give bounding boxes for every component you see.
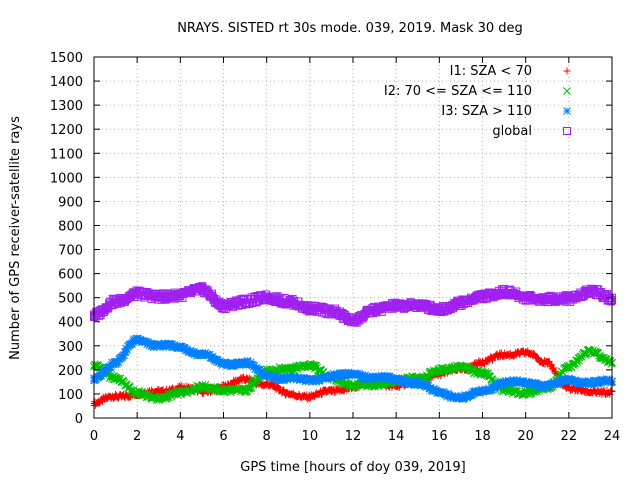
data-sample-marker (552, 377, 561, 386)
data-sample-marker (567, 375, 576, 384)
x-axis-label: GPS time [hours of doy 039, 2019] (240, 460, 465, 475)
data-sample-marker (273, 382, 281, 390)
x-tick-label: 16 (431, 429, 448, 444)
data-sample-marker (387, 374, 396, 382)
y-tick-label: 300 (58, 340, 83, 355)
y-tick-label: 0 (75, 412, 83, 427)
data-sample-marker (605, 294, 614, 303)
y-tick-label: 700 (58, 244, 83, 259)
x-tick-label: 4 (176, 429, 184, 444)
series-3-markers (90, 334, 616, 403)
y-tick-label: 500 (58, 292, 83, 307)
data-sample-marker (433, 389, 442, 397)
data-sample-marker (134, 334, 142, 343)
x-tick-label: 6 (219, 429, 227, 444)
y-tick-label: 800 (58, 219, 83, 234)
y-tick-label: 1200 (50, 123, 83, 138)
y-tick-label: 100 (58, 388, 83, 403)
data-sample-marker (606, 356, 615, 365)
data-sample-marker (109, 394, 117, 402)
data-sample-marker (262, 370, 271, 379)
legend-marker (563, 107, 571, 115)
legend-label: I2: 70 <= SZA <= 110 (384, 84, 532, 99)
series-layer (90, 282, 616, 410)
data-sample-marker (585, 379, 594, 388)
data-sample-marker (577, 353, 586, 361)
data-sample-marker (322, 374, 331, 382)
data-sample-marker (128, 340, 136, 348)
legend-label: I1: SZA < 70 (450, 64, 532, 79)
data-sample-marker (99, 370, 108, 379)
chart-title: NRAYS. SISTED rt 30s mode. 039, 2019. Ma… (177, 21, 523, 36)
x-tick-label: 0 (90, 429, 98, 444)
data-sample-marker (316, 376, 324, 385)
data-sample-marker (120, 351, 129, 360)
data-sample-marker (534, 354, 542, 362)
data-sample-marker (235, 378, 243, 386)
data-sample-marker (512, 378, 521, 386)
legend: I1: SZA < 70 I2: 70 <= SZA <= 110 I3: SZA … (384, 64, 571, 139)
x-tick-label: 22 (561, 429, 578, 444)
x-tick-label: 24 (604, 429, 621, 444)
data-sample-marker (158, 340, 167, 349)
y-tick-label: 600 (58, 268, 83, 283)
y-axis-label: Number of GPS receiver-satellite rays (8, 116, 23, 360)
x-tick-label: 12 (345, 429, 362, 444)
axis-ticks: 0100200300400500600700800900100011001200… (50, 51, 620, 444)
x-tick-label: 2 (133, 429, 141, 444)
data-sample-marker (301, 377, 310, 386)
data-sample-marker (384, 375, 393, 384)
y-tick-label: 1000 (50, 171, 83, 186)
data-sample-marker (426, 383, 435, 392)
legend-marker (563, 87, 571, 95)
legend-label: global (492, 124, 532, 139)
data-sample-marker (318, 390, 326, 398)
grid (94, 57, 612, 418)
data-sample-marker (401, 377, 410, 386)
y-tick-label: 400 (58, 316, 83, 331)
data-sample-marker (529, 378, 537, 387)
data-sample-marker (282, 373, 290, 381)
legend-marker (563, 67, 571, 75)
legend-label: I3: SZA > 110 (441, 104, 532, 119)
x-tick-label: 14 (388, 429, 405, 444)
x-tick-label: 10 (302, 429, 319, 444)
data-sample-marker (595, 379, 604, 387)
data-sample-marker (267, 372, 275, 380)
y-tick-label: 900 (58, 195, 83, 210)
data-sample-marker (272, 372, 281, 381)
x-tick-label: 20 (517, 429, 534, 444)
y-tick-label: 1500 (50, 51, 83, 66)
data-sample-marker (509, 352, 517, 360)
data-sample-marker (205, 350, 214, 359)
data-sample-marker (361, 371, 370, 380)
data-sample-marker (114, 358, 123, 367)
legend-marker (563, 127, 571, 135)
data-sample-marker (246, 384, 254, 392)
data-sample-marker (123, 346, 131, 355)
data-sample-marker (575, 356, 583, 365)
data-sample-marker (509, 376, 518, 384)
x-tick-label: 8 (263, 429, 271, 444)
y-tick-label: 1100 (50, 147, 83, 162)
data-sample-marker (550, 364, 558, 372)
y-tick-label: 1300 (50, 99, 83, 114)
x-tick-label: 18 (474, 429, 491, 444)
y-tick-label: 1400 (50, 75, 83, 90)
series-4-markers (90, 282, 616, 327)
y-tick-label: 200 (58, 364, 83, 379)
